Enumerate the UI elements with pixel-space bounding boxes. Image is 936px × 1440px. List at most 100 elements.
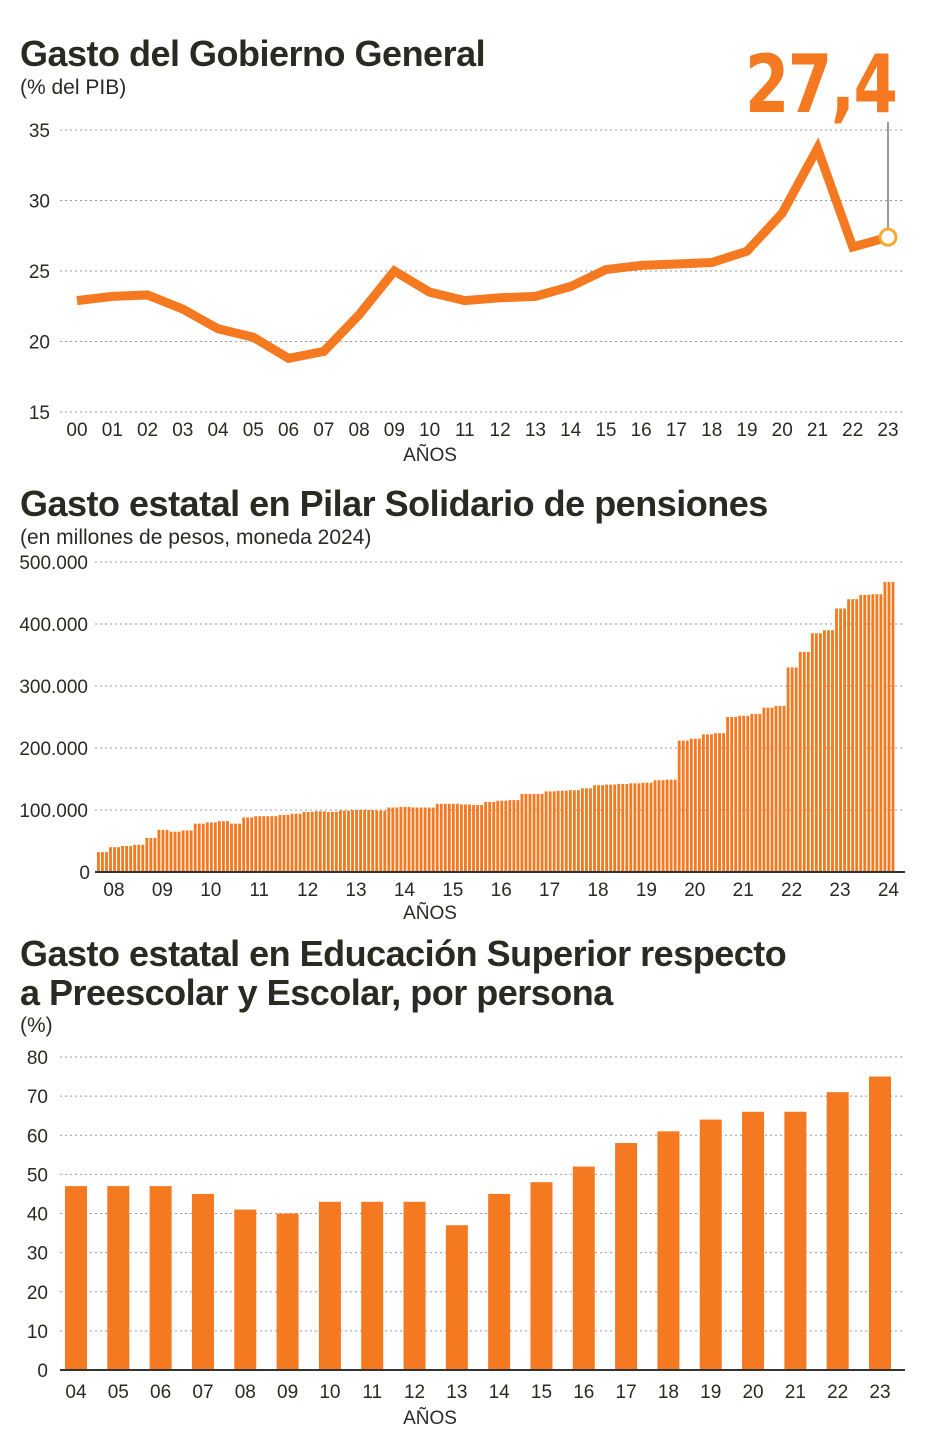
- bar: [105, 852, 108, 872]
- x-tick-label: 03: [172, 420, 193, 441]
- bar: [451, 803, 455, 872]
- bar: [746, 715, 750, 872]
- bar: [722, 733, 725, 872]
- bar: [653, 780, 657, 872]
- bar: [133, 844, 137, 872]
- bar: [693, 738, 697, 872]
- x-tick-label: 13: [345, 880, 366, 901]
- bar: [262, 816, 266, 872]
- bar: [512, 800, 516, 872]
- x-tick-label: 16: [573, 1382, 594, 1403]
- x-tick-label: 23: [877, 420, 898, 441]
- x-tick-label: 15: [531, 1382, 552, 1403]
- bar: [665, 779, 669, 872]
- x-tick-label: 10: [419, 420, 440, 441]
- y-tick-label: 35: [29, 121, 50, 142]
- x-tick-label: 11: [455, 420, 475, 441]
- bar: [254, 816, 258, 872]
- bar: [476, 805, 479, 872]
- bar: [891, 581, 895, 872]
- bar: [278, 814, 282, 872]
- bar: [782, 705, 786, 872]
- bar: [234, 1209, 257, 1370]
- x-tick-label: 05: [243, 420, 264, 441]
- bar: [786, 667, 790, 872]
- bar: [238, 823, 241, 872]
- x-tick-label: 23: [829, 880, 850, 901]
- y-tick-label: 70: [27, 1087, 48, 1108]
- x-tick-label: 11: [249, 880, 269, 901]
- bar: [334, 811, 338, 872]
- x-tick-label: 16: [491, 880, 512, 901]
- y-tick-label: 80: [27, 1048, 48, 1069]
- bar: [826, 1092, 849, 1370]
- bar: [359, 810, 362, 872]
- x-tick-label: 00: [66, 420, 87, 441]
- bar: [361, 1201, 384, 1370]
- bar: [468, 804, 471, 872]
- chart1-annotation: 27,4: [744, 38, 897, 131]
- x-tick-label: 20: [742, 1382, 763, 1403]
- x-tick-label: 22: [781, 880, 802, 901]
- bar: [875, 594, 879, 872]
- bar: [464, 804, 467, 872]
- x-tick-label: 11: [362, 1382, 382, 1403]
- chart3-subtitle: (%): [20, 1014, 53, 1037]
- bar: [189, 830, 193, 872]
- bar: [246, 817, 250, 872]
- x-axis-label: AÑOS: [403, 1407, 457, 1429]
- bar: [141, 844, 145, 872]
- bar: [314, 811, 318, 872]
- bar: [472, 805, 475, 872]
- x-tick-label: 08: [349, 420, 370, 441]
- chart3-title-line2: a Preescolar y Escolar, por persona: [20, 972, 613, 1013]
- bar: [645, 782, 649, 872]
- bar: [157, 829, 161, 872]
- bar: [859, 594, 863, 872]
- y-tick-label: 20: [29, 333, 50, 354]
- bar: [391, 807, 395, 872]
- bar: [855, 599, 859, 872]
- bar: [270, 816, 274, 872]
- x-tick-label: 12: [297, 880, 318, 901]
- bar: [407, 806, 411, 872]
- bar: [806, 651, 810, 872]
- bar: [605, 784, 609, 872]
- bar: [802, 651, 806, 872]
- bar: [887, 581, 891, 872]
- bar: [326, 811, 330, 872]
- bar: [528, 793, 532, 872]
- bar: [516, 800, 520, 872]
- bar: [149, 1186, 172, 1370]
- bar: [827, 630, 830, 872]
- bar: [750, 713, 754, 872]
- bar: [576, 790, 580, 872]
- bar: [883, 581, 887, 872]
- bar: [681, 740, 685, 872]
- bar: [310, 811, 314, 872]
- bar: [869, 1076, 891, 1370]
- bar: [213, 822, 217, 872]
- bar: [222, 821, 225, 872]
- bar: [572, 1166, 595, 1370]
- bar: [738, 715, 742, 872]
- x-tick-label: 14: [560, 420, 582, 441]
- x-tick-label: 21: [807, 420, 828, 441]
- bar: [706, 734, 709, 872]
- x-tick-label: 06: [150, 1382, 171, 1403]
- x-tick-label: 02: [137, 420, 158, 441]
- bar: [615, 1143, 638, 1370]
- y-tick-label: 60: [27, 1126, 48, 1147]
- bar: [699, 1119, 722, 1370]
- bar: [423, 807, 427, 872]
- bar: [823, 630, 826, 872]
- bar: [702, 734, 705, 872]
- bar: [714, 733, 717, 872]
- bar: [504, 800, 508, 872]
- x-tick-label: 10: [200, 880, 221, 901]
- x-tick-label: 09: [384, 420, 405, 441]
- x-tick-label: 17: [539, 880, 560, 901]
- y-tick-label: 15: [29, 403, 50, 424]
- bar: [125, 845, 129, 872]
